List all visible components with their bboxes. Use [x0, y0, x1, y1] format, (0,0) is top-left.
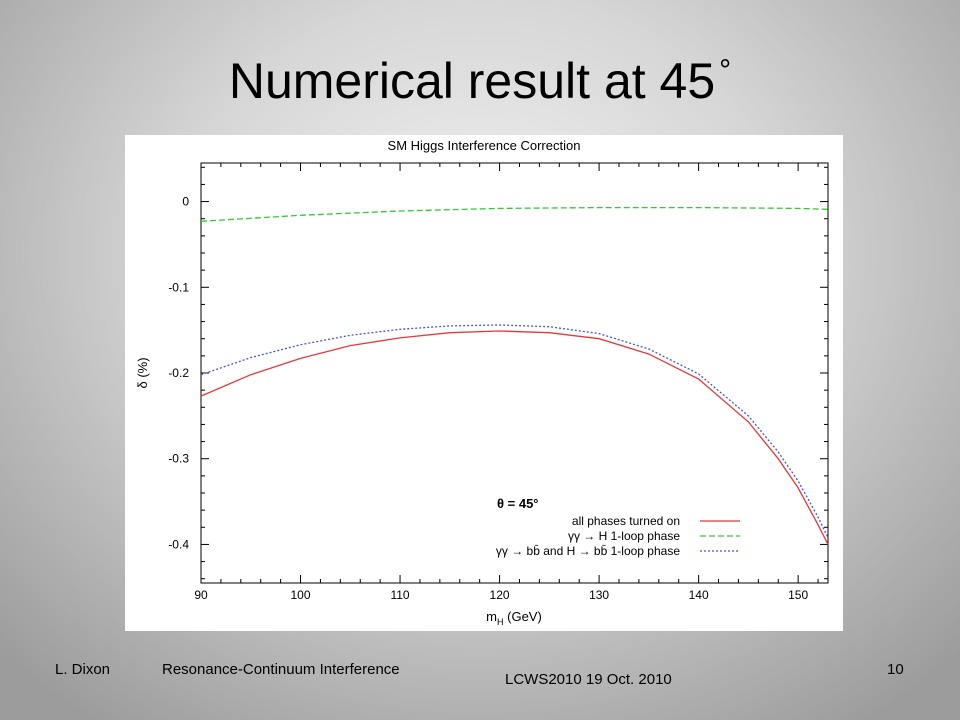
footer-author: L. Dixon — [55, 661, 111, 678]
x-tick-label: 90 — [194, 588, 208, 602]
x-axis-label-unit: (GeV) — [504, 609, 542, 624]
legend-label-1: all phases turned on — [572, 514, 680, 528]
series-line-2 — [200, 206, 829, 222]
plot-frame — [200, 162, 829, 584]
y-tick-label: -0.4 — [168, 537, 189, 551]
degree-symbol: ° — [719, 54, 732, 87]
y-axis-label: δ (%) — [135, 357, 150, 388]
series-lines — [200, 206, 829, 545]
x-axis-label-sub: H — [497, 617, 504, 627]
x-axis-label: mH (GeV) — [486, 609, 542, 627]
series-line-3 — [200, 324, 829, 538]
x-tick-label: 130 — [589, 588, 609, 602]
y-tick-label: -0.3 — [168, 452, 189, 466]
legend-label-2: γγ → H 1-loop phase — [568, 529, 680, 543]
footer-conference: LCWS2010 19 Oct. 2010 — [505, 671, 672, 688]
legend-title: θ = 45° — [497, 496, 539, 511]
footer-page-number: 10 — [887, 661, 904, 678]
footer-talk-title: Resonance-Continuum Interference — [162, 661, 400, 678]
legend-label-3: γγ → bb̄ and H → bb̄ 1-loop phase — [496, 544, 680, 558]
y-tick-label: -0.1 — [168, 280, 189, 294]
slide-title: Numerical result at 45 ° — [0, 52, 960, 110]
interference-chart: SM Higgs Interference Correction 90 100 11… — [135, 138, 829, 627]
x-tick-label: 140 — [689, 588, 709, 602]
x-tick-label: 100 — [291, 588, 311, 602]
x-axis-label-main: m — [486, 609, 497, 624]
x-tick-label: 110 — [390, 588, 409, 602]
plot-panel: SM Higgs Interference Correction 90 100 11… — [125, 135, 843, 631]
slide-title-text: Numerical result at 45 — [228, 53, 716, 109]
x-tick-label: 120 — [490, 588, 510, 602]
chart-title: SM Higgs Interference Correction — [388, 138, 581, 153]
x-tick-label: 150 — [788, 588, 808, 602]
y-tick-label: 0 — [182, 195, 189, 209]
y-tick-label: -0.2 — [168, 366, 189, 380]
series-line-1 — [200, 330, 829, 545]
axis-ticks: 90 100 110 120 130 140 150 0 -0.1 -0.2 -0.3 -0.4 — [168, 163, 828, 602]
